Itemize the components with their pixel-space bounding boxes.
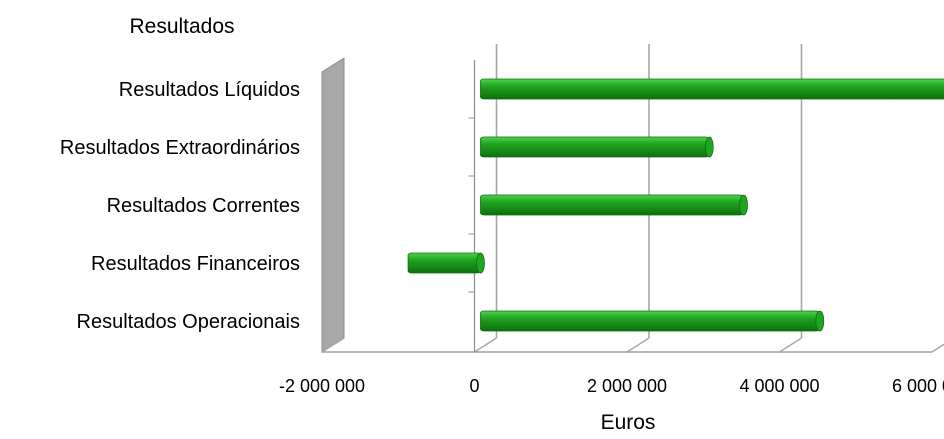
category-label: Resultados Operacionais bbox=[77, 311, 300, 333]
side-wall bbox=[321, 57, 345, 353]
bar-cap bbox=[815, 310, 825, 332]
gridline-depth bbox=[626, 337, 650, 353]
x-tick-label: -2 000 000 bbox=[279, 376, 365, 396]
bar-cap bbox=[704, 136, 714, 158]
bar-cap bbox=[739, 194, 748, 216]
bar bbox=[480, 136, 710, 158]
gridline-depth bbox=[931, 343, 944, 353]
x-tick-label: 0 bbox=[469, 376, 479, 396]
gridline-depth bbox=[474, 337, 497, 353]
bar bbox=[480, 310, 821, 332]
category-label: Resultados Extraordinários bbox=[60, 137, 300, 159]
gridline-depth bbox=[779, 337, 802, 353]
category-label: Resultados Correntes bbox=[107, 195, 300, 217]
category-label: Resultados Líquidos bbox=[119, 79, 300, 101]
bar bbox=[407, 252, 481, 274]
chart-title: Resultados bbox=[129, 15, 234, 38]
x-tick-label: 2 000 000 bbox=[587, 376, 667, 396]
x-tick-label: 4 000 000 bbox=[739, 376, 819, 396]
gridline-depth bbox=[321, 337, 345, 353]
bar bbox=[480, 78, 944, 100]
x-tick-label: 6 000 000 bbox=[892, 376, 944, 396]
category-label: Resultados Financeiros bbox=[91, 253, 300, 275]
x-axis-title: Euros bbox=[601, 411, 656, 434]
bar-cap bbox=[476, 252, 485, 274]
bar bbox=[480, 194, 744, 216]
